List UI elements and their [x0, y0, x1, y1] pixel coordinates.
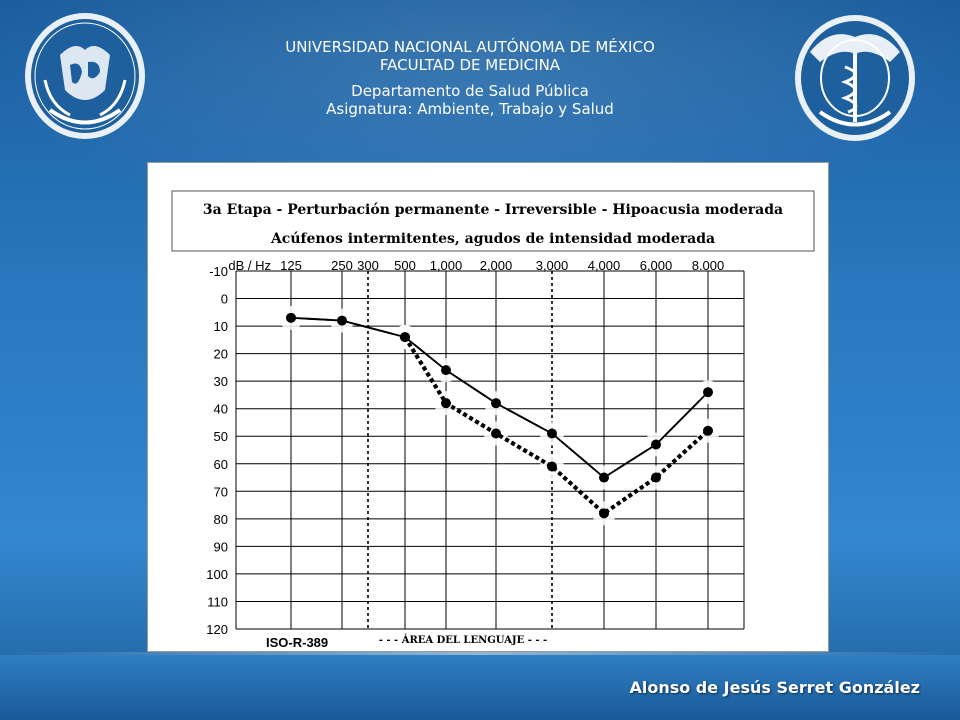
y-tick-label: 120 [206, 622, 228, 637]
y-tick-label: 100 [206, 567, 228, 582]
x-tick-label: 4,000 [588, 258, 621, 273]
y-tick-label: 0 [221, 292, 228, 307]
x-tick-label: 300 [357, 258, 379, 273]
data-point [400, 332, 410, 343]
chart-title-line1: 3a Etapa - Perturbación permanente - Irr… [203, 202, 783, 218]
footer-band [0, 655, 960, 720]
audiogram-panel: 3a Etapa - Perturbación permanente - Irr… [147, 162, 829, 652]
slide-header: UNIVERSIDAD NACIONAL AUTÓNOMA DE MÉXICO … [200, 38, 740, 118]
data-point [703, 425, 713, 436]
y-tick-label: 10 [214, 319, 228, 334]
grid-lines [235, 270, 745, 630]
x-tick-label: 125 [280, 258, 302, 273]
data-point [286, 312, 296, 323]
faculty-name: FACULTAD DE MEDICINA [379, 56, 561, 74]
y-tick-label: 110 [207, 594, 228, 609]
data-point [703, 387, 713, 398]
series-lines [279, 305, 720, 526]
x-tick-label: 3,000 [536, 258, 569, 273]
university-name: UNIVERSIDAD NACIONAL AUTÓNOMA DE MÉXICO [285, 38, 655, 56]
data-point [599, 472, 609, 483]
data-point [599, 508, 609, 519]
y-tick-label: 90 [214, 539, 228, 554]
data-point [547, 428, 557, 439]
y-tick-label: 40 [214, 402, 228, 417]
data-point [441, 365, 451, 376]
data-point [651, 439, 661, 450]
author-name: Alonso de Jesús Serret González [629, 678, 920, 697]
axis-label: dB / Hz [228, 258, 271, 273]
chart-title-line2: Acúfenos intermitentes, agudos de intens… [270, 231, 715, 247]
department-name: Departamento de Salud Pública [351, 82, 589, 100]
data-point [491, 428, 501, 439]
data-point [547, 461, 557, 472]
medicine-faculty-logo [795, 15, 915, 141]
x-tick-label: 2,000 [480, 258, 513, 273]
tick-labels: -10 0 10 20 30 40 50 60 70 80 90 100 110 120 125 250 300… [206, 258, 724, 637]
data-point [441, 398, 451, 409]
audiogram-chart: 3a Etapa - Perturbación permanente - Irr… [171, 190, 815, 650]
footer-divider [0, 652, 960, 655]
x-tick-label: 8.000 [692, 258, 725, 273]
data-point [651, 472, 661, 483]
data-point [491, 398, 501, 409]
x-tick-label: 1,000 [430, 258, 463, 273]
y-tick-label: 20 [214, 347, 228, 362]
y-tick-label: 70 [214, 484, 228, 499]
y-tick-label: 30 [214, 374, 228, 389]
unam-shield-logo [25, 13, 145, 139]
x-tick-label: 500 [394, 258, 416, 273]
footer-standard-label: ISO-R-389 [266, 635, 328, 650]
data-point [337, 315, 347, 326]
y-tick-label: 60 [214, 457, 228, 472]
x-tick-label: 6,000 [640, 258, 673, 273]
title-box [171, 190, 815, 252]
subject-name: Asignatura: Ambiente, Trabajo y Salud [326, 100, 614, 118]
x-tick-label: 250 [331, 258, 353, 273]
y-tick-label: -10 [209, 264, 228, 279]
speech-area-label: - - - ÁREA DEL LENGUAJE - - - [379, 634, 547, 646]
y-tick-label: 80 [214, 512, 228, 527]
y-tick-label: 50 [214, 429, 228, 444]
